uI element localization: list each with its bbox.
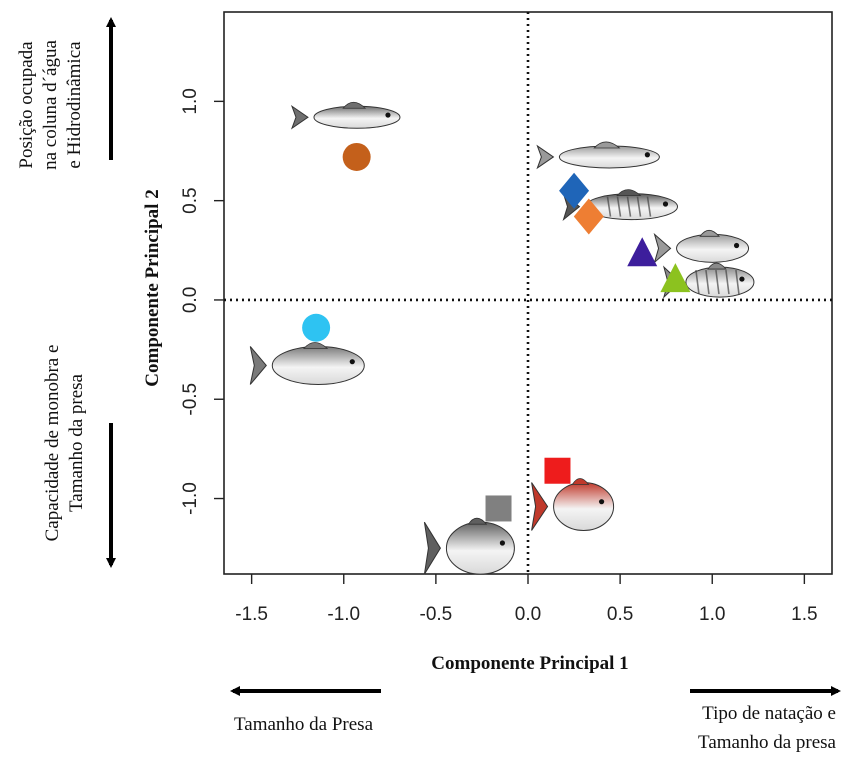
x-tick-label: -0.5 — [420, 604, 453, 625]
point-circle — [302, 313, 331, 342]
y-axis-title: Componente Principal 2 — [142, 189, 163, 386]
point-circle — [342, 142, 371, 171]
x-tick-label: 0.0 — [515, 604, 541, 625]
x-tick-label: 0.5 — [607, 604, 633, 625]
point-diamond — [573, 198, 604, 235]
point-square — [485, 495, 512, 522]
caption-tamanho-da-presa: Tamanho da Presa — [234, 714, 374, 735]
data-points — [302, 142, 691, 522]
annotation-top-left: Posição ocupada na coluna d´água e Hidro… — [16, 17, 116, 170]
point-triangle — [627, 237, 658, 267]
point-diamond — [559, 172, 590, 209]
y-tick-label: 0.0 — [180, 287, 201, 313]
annotation-top-left-line3: e Hidrodinâmica — [64, 41, 85, 169]
fish-spotted-icon — [562, 189, 678, 222]
y-tick-label: -1.0 — [180, 482, 201, 515]
y-tick-label: -0.5 — [180, 383, 201, 416]
x-tick-label: -1.0 — [327, 604, 360, 625]
x-axis-title: Componente Principal 1 — [431, 653, 628, 674]
annotation-top-left-line2: na coluna d´água — [40, 40, 61, 170]
annotation-bottom-left: Capacidade de monobra e Tamanho da presa — [42, 345, 116, 568]
annotation-bottom-captions: Tamanho da Presa Tipo de natação e Taman… — [230, 686, 841, 753]
x-tick-label: 1.5 — [791, 604, 817, 625]
fish-piranha-red-icon — [531, 478, 615, 531]
annotation-bottom-left-line2: Tamanho da presa — [66, 373, 87, 512]
x-tick-label: -1.5 — [235, 604, 268, 625]
x-tick-label: 1.0 — [699, 604, 725, 625]
fish-striped-perch-icon — [662, 262, 755, 299]
fish-icons — [249, 101, 755, 575]
point-square — [544, 457, 571, 484]
point-triangle — [660, 263, 691, 293]
annotation-top-left-line1: Posição ocupada — [16, 41, 37, 169]
y-tick-label: 0.5 — [180, 187, 201, 213]
annotation-bottom-left-line1: Capacidade de monobra e — [42, 345, 63, 542]
fish-perch-icon — [653, 229, 750, 264]
fish-tailed-slender-icon — [290, 101, 401, 130]
x-axis-ticks: -1.5 -1.0 -0.5 0.0 0.5 1.0 1.5 — [235, 574, 818, 625]
fish-piranha-grey-icon — [423, 517, 515, 575]
fish-slender-light-icon — [536, 141, 660, 170]
y-tick-label: 1.0 — [180, 88, 201, 114]
caption-tipo-de-natacao-line2: Tamanho da presa — [698, 732, 837, 753]
fish-deep-body-icon — [249, 342, 365, 385]
y-axis-ticks: -1.0 -0.5 0.0 0.5 1.0 — [180, 88, 224, 515]
caption-tipo-de-natacao-line1: Tipo de natação e — [702, 703, 836, 724]
